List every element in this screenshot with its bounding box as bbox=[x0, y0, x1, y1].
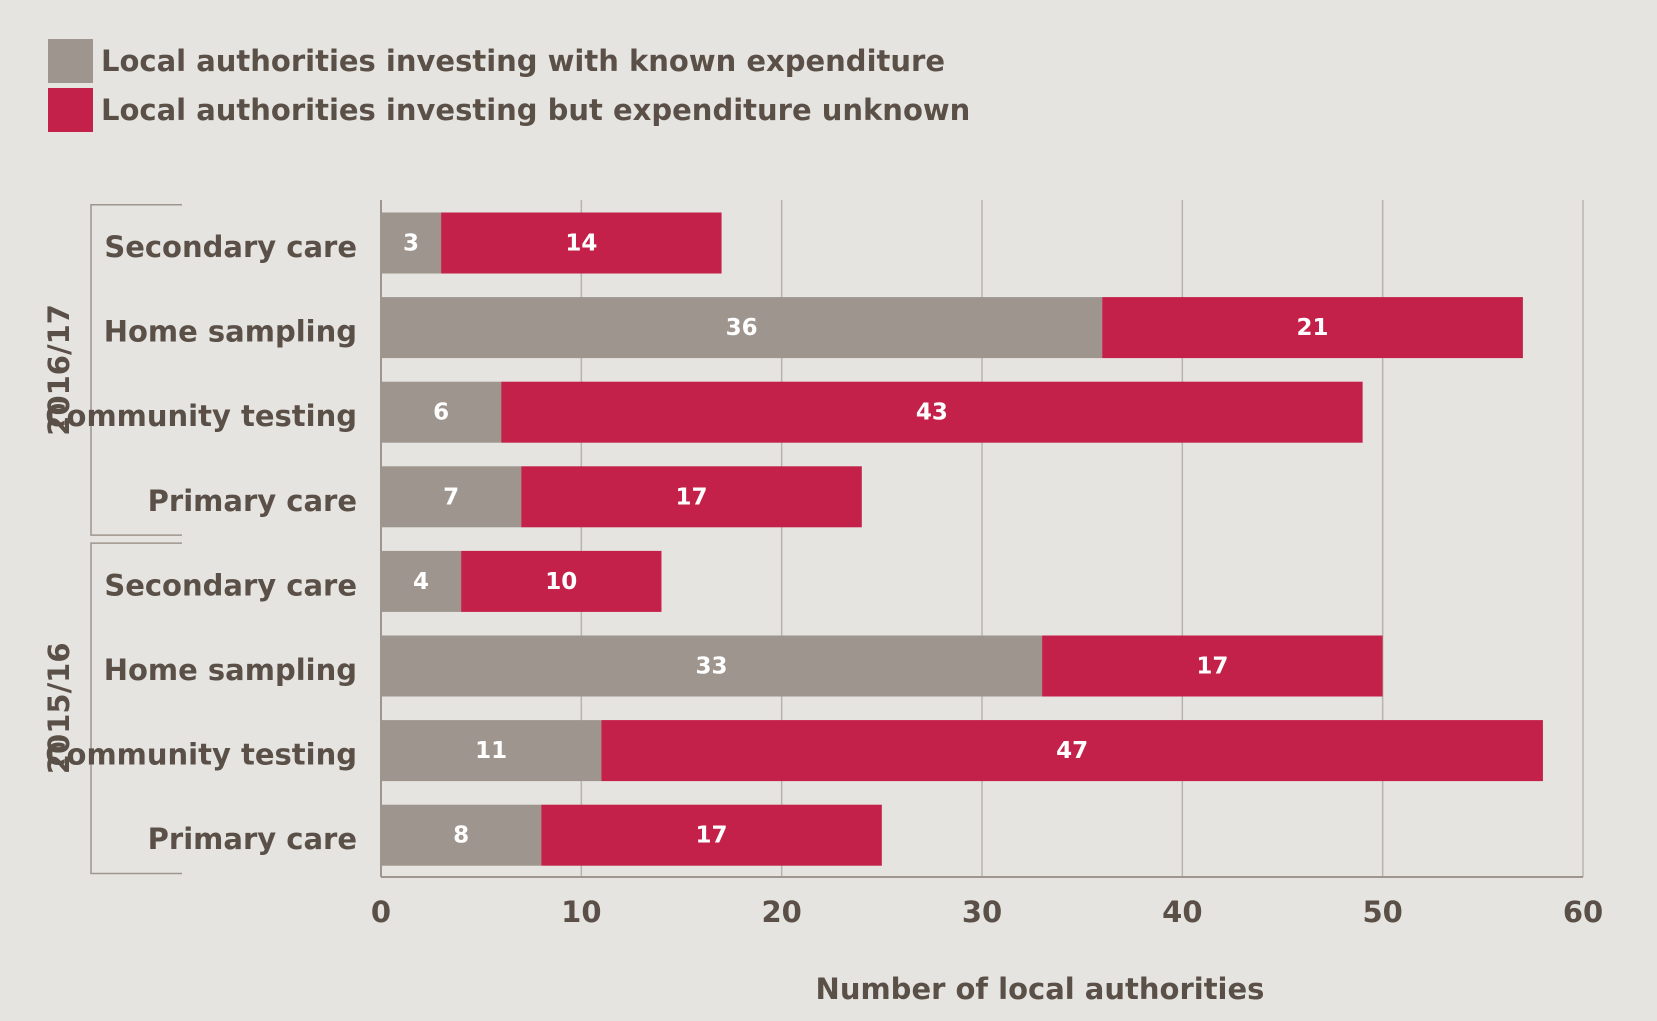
bar-segment bbox=[1042, 635, 1383, 697]
bar-segment bbox=[601, 720, 1543, 782]
bar-segment bbox=[381, 550, 462, 612]
data-label: 47 bbox=[1056, 738, 1088, 764]
x-tick-label: 50 bbox=[1362, 895, 1402, 929]
y-tick-label: Home sampling bbox=[104, 315, 357, 349]
legend-label: Local authorities investing with known e… bbox=[101, 44, 945, 78]
bar-segment bbox=[381, 381, 502, 443]
data-label: 43 bbox=[916, 400, 948, 426]
data-label: 17 bbox=[1196, 654, 1228, 680]
bar-segment bbox=[381, 635, 1043, 697]
data-label: 33 bbox=[696, 654, 728, 680]
data-label: 6 bbox=[433, 400, 449, 426]
x-tick-label: 10 bbox=[561, 895, 601, 929]
bar-segment bbox=[541, 804, 882, 866]
y-tick-label: Home sampling bbox=[104, 653, 357, 687]
x-tick-label: 0 bbox=[371, 895, 391, 929]
x-tick-label: 30 bbox=[962, 895, 1002, 929]
data-label: 14 bbox=[565, 231, 597, 257]
data-label: 36 bbox=[726, 315, 758, 341]
data-label: 11 bbox=[475, 738, 507, 764]
y-tick-label: Community testing bbox=[45, 399, 357, 433]
y-tick-label: Secondary care bbox=[104, 568, 357, 602]
bar-segment bbox=[381, 720, 602, 782]
data-label: 21 bbox=[1297, 315, 1329, 341]
x-tick-label: 40 bbox=[1162, 895, 1202, 929]
data-label: 17 bbox=[696, 823, 728, 849]
legend-label: Local authorities investing but expendit… bbox=[101, 93, 970, 127]
group-label: 2015/16 bbox=[42, 642, 76, 774]
legend-swatch bbox=[48, 39, 93, 83]
data-label: 4 bbox=[413, 569, 429, 595]
bar-segment bbox=[501, 381, 1363, 443]
data-label: 7 bbox=[443, 484, 459, 510]
y-tick-label: Secondary care bbox=[104, 230, 357, 264]
data-label: 8 bbox=[453, 823, 469, 849]
x-axis-label: Number of local authorities bbox=[816, 972, 1265, 1006]
y-tick-label: Primary care bbox=[148, 484, 357, 518]
bar-segment bbox=[1102, 297, 1523, 359]
bar-segment bbox=[521, 466, 862, 528]
y-tick-label: Community testing bbox=[45, 738, 357, 772]
group-bracket bbox=[90, 203, 182, 536]
bar-segment bbox=[461, 550, 662, 612]
x-tick-label: 20 bbox=[761, 895, 801, 929]
bar-segment bbox=[381, 804, 542, 866]
y-tick-label: Primary care bbox=[148, 822, 357, 856]
data-label: 17 bbox=[676, 484, 708, 510]
bar-segment bbox=[381, 297, 1103, 359]
data-label: 10 bbox=[545, 569, 577, 595]
legend-swatch bbox=[48, 88, 93, 132]
bar-segment bbox=[381, 466, 522, 528]
bar-segment bbox=[381, 212, 442, 274]
group-bracket bbox=[90, 542, 182, 875]
data-label: 3 bbox=[403, 231, 419, 257]
group-label: 2016/17 bbox=[42, 304, 76, 436]
bar-segment bbox=[441, 212, 722, 274]
x-tick-label: 60 bbox=[1563, 895, 1603, 929]
